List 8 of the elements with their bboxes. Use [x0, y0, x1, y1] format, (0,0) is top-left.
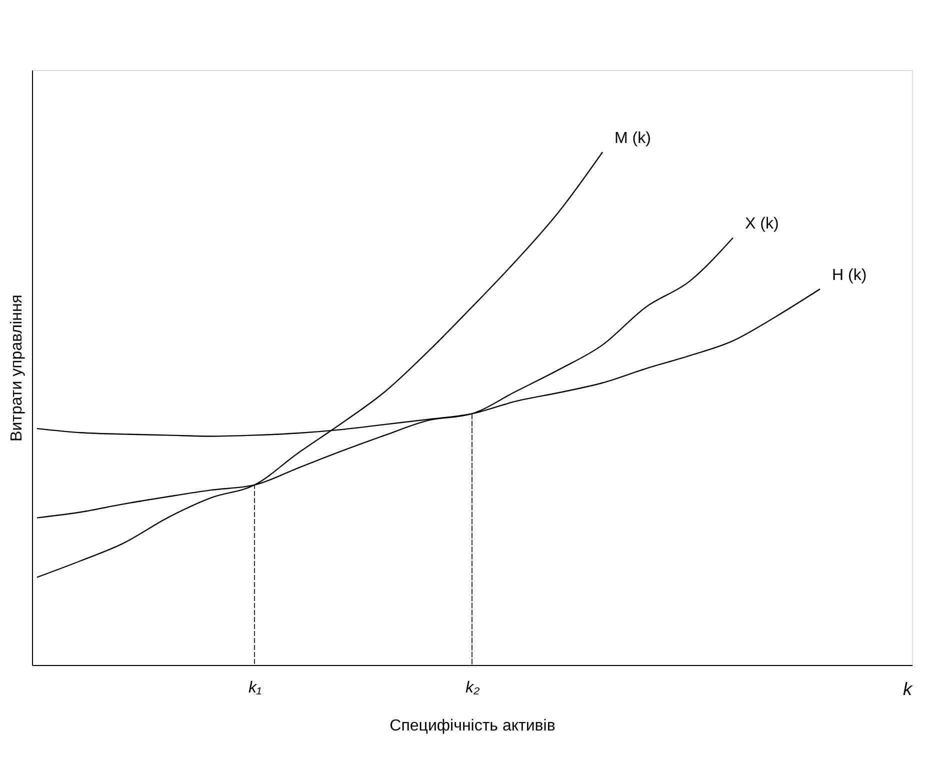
series-label: M (k) [614, 130, 651, 148]
series-label: X (k) [745, 216, 779, 233]
y-axis-title: Витрати управління [8, 294, 26, 442]
x-tick-label: k₂ [465, 680, 480, 696]
x-tick-label: k₁ [248, 680, 262, 696]
text: k [903, 679, 913, 699]
series-label: H (k) [832, 267, 867, 284]
x-axis-title: Специфічність активів [390, 718, 556, 734]
